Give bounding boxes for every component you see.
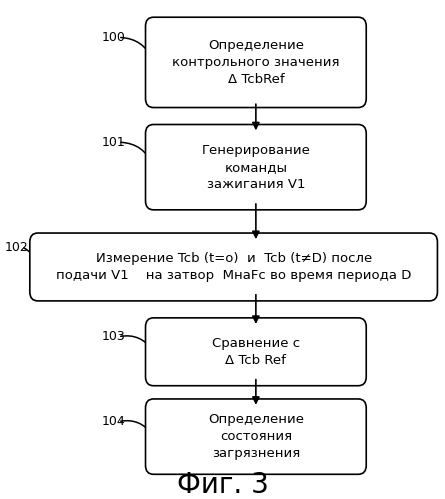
Text: Определение
состояния
загрязнения: Определение состояния загрязнения: [208, 413, 304, 460]
Text: 104: 104: [101, 415, 125, 428]
Text: Генерирование
команды
зажигания V1: Генерирование команды зажигания V1: [202, 144, 310, 191]
Text: 100: 100: [101, 31, 125, 44]
FancyBboxPatch shape: [146, 125, 366, 210]
Text: 101: 101: [101, 136, 125, 149]
Text: 103: 103: [101, 330, 125, 343]
Text: Сравнение с
Δ Tcb Ref: Сравнение с Δ Tcb Ref: [212, 337, 300, 367]
Text: Определение
контрольного значения
Δ TcbRef: Определение контрольного значения Δ TcbR…: [172, 39, 340, 86]
FancyBboxPatch shape: [30, 233, 437, 301]
FancyBboxPatch shape: [146, 318, 366, 386]
FancyBboxPatch shape: [146, 17, 366, 108]
Text: Измерение Tcb (t=o)  и  Tcb (t≠D) после
подачи V1    на затвор  МнаFс во время п: Измерение Tcb (t=o) и Tcb (t≠D) после по…: [56, 252, 411, 282]
Text: 102: 102: [5, 241, 29, 253]
FancyBboxPatch shape: [146, 399, 366, 474]
Text: Фиг. 3: Фиг. 3: [177, 471, 268, 499]
